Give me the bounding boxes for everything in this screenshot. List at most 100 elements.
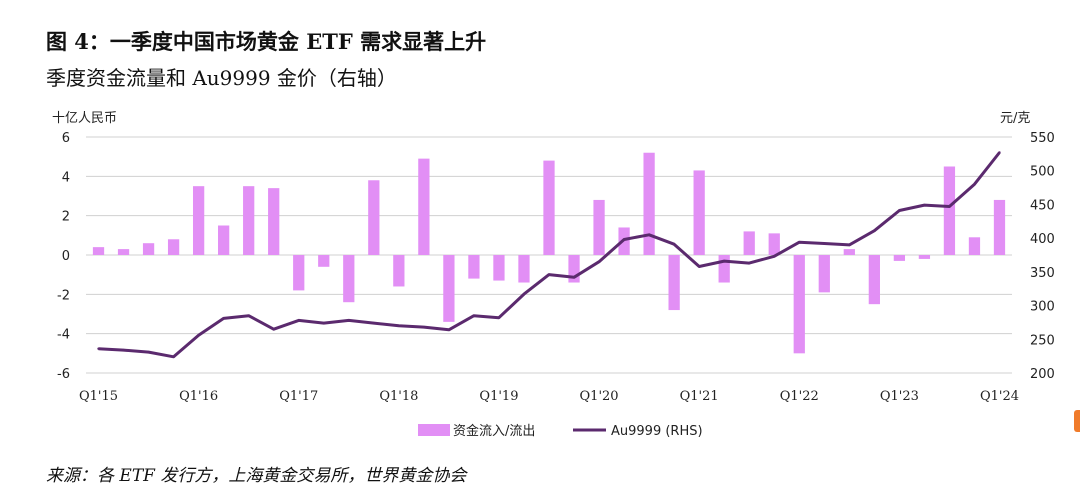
line-point-Q3'18 [447, 328, 451, 332]
x-tick-label: Q1'21 [680, 389, 719, 404]
line-point-Q3'20 [647, 233, 651, 236]
line-point-Q2'22 [823, 242, 826, 245]
y-right-tick-label: 550 [1030, 131, 1055, 146]
bar-Q3'15 [142, 243, 155, 255]
axis-ticks: 6 4 2 0 -2 -4 -6 550 500 450 400 350 300 250 200 Q1'15 Q… [57, 131, 1055, 404]
line-point-Q4'22 [873, 229, 876, 232]
x-tick-label: Q1'15 [79, 389, 118, 404]
x-tick-label: Q1'20 [580, 389, 619, 404]
x-tick-label: Q1'19 [479, 389, 518, 404]
bar-Q2'23 [918, 255, 931, 259]
bar-Q2'15 [117, 249, 130, 255]
bar-Q4'21 [768, 233, 780, 255]
bar-Q2'16 [218, 225, 230, 255]
line-point-Q1'21 [697, 265, 701, 268]
line-point-Q1'23 [898, 209, 901, 212]
y-left-tick-label: -2 [57, 288, 70, 303]
y-right-tick-label: 400 [1030, 232, 1055, 247]
line-point-Q4'23 [973, 183, 976, 186]
line-point-Q1'19 [497, 316, 501, 319]
y-right-tick-label: 300 [1030, 300, 1055, 315]
bar-Q4'19 [568, 255, 580, 283]
line-point-Q3'21 [748, 261, 751, 265]
bar-Q3'18 [443, 255, 455, 322]
bar-Q2'18 [418, 158, 430, 255]
legend: 资金流入/流出 Au9999 (RHS) [418, 423, 703, 439]
bar-Q1'20 [593, 199, 605, 255]
y-left-tick-label: 2 [62, 210, 70, 225]
line-point-Q4'15 [172, 355, 175, 359]
bar-Q1'21 [693, 170, 705, 255]
bar-Q1'17 [293, 255, 305, 291]
line-point-Q2'21 [722, 259, 726, 263]
line-point-Q3'22 [848, 243, 851, 247]
bar-Q1'23 [893, 255, 906, 261]
legend-line-label: Au9999 (RHS) [611, 424, 703, 439]
bar-Q4'20 [668, 255, 680, 311]
bar-Q3'17 [343, 255, 355, 303]
line-point-Q4'17 [372, 321, 376, 325]
bar-Q4'15 [167, 239, 180, 255]
x-tick-label: Q1'23 [880, 389, 919, 404]
line-series [97, 151, 1001, 359]
line-point-Q2'18 [422, 325, 426, 329]
legend-bar-swatch [418, 424, 450, 436]
line-point-Q1'18 [397, 324, 401, 327]
x-tick-label: Q1'17 [279, 389, 318, 404]
bar-Q1'16 [192, 186, 205, 255]
line-point-Q4'19 [572, 276, 576, 279]
bar-Q4'16 [268, 188, 280, 255]
bar-Q1'24 [993, 199, 1006, 255]
line-point-Q3'17 [347, 319, 350, 322]
line-point-Q2'19 [522, 292, 526, 296]
line-point-Q1'24 [998, 151, 1001, 154]
line-point-Q2'15 [122, 348, 125, 352]
line-point-Q3'19 [547, 273, 551, 276]
line-point-Q3'15 [147, 350, 150, 354]
line-point-Q4'20 [672, 243, 676, 246]
line-point-Q1'17 [297, 319, 300, 322]
y-right-tick-label: 200 [1030, 367, 1055, 382]
line-point-Q3'16 [247, 314, 250, 317]
y-right-tick-label: 250 [1030, 333, 1055, 348]
bar-Q2'17 [318, 255, 330, 267]
line-point-Q1'16 [197, 334, 200, 337]
figure-title: 图 4：一季度中国市场黄金 ETF 需求显著上升 [46, 29, 487, 54]
bar-Q2'22 [818, 255, 830, 293]
bar-Q4'23 [968, 237, 981, 255]
line-point-Q2'17 [322, 321, 325, 325]
bar-Q1'18 [393, 255, 405, 287]
y-left-tick-label: -6 [57, 367, 70, 382]
line-point-Q4'18 [472, 314, 476, 317]
x-tick-label: Q1'22 [780, 389, 819, 404]
source-note: 来源：各 ETF 发行方，上海黄金交易所，世界黄金协会 [46, 466, 467, 486]
y-right-tick-label: 500 [1030, 165, 1055, 180]
x-tick-label: Q1'24 [980, 389, 1019, 404]
bar-Q3'16 [243, 186, 255, 255]
bar-Q2'21 [718, 255, 730, 283]
bar-Q1'19 [493, 255, 505, 281]
line-point-Q1'22 [798, 240, 801, 244]
y-left-tick-label: -4 [57, 328, 70, 343]
bar-Q3'20 [643, 152, 655, 255]
line-point-Q2'20 [622, 238, 626, 241]
bar-Q4'17 [368, 180, 380, 255]
y-left-axis-label: 十亿人民币 [52, 111, 117, 126]
bar-Q3'19 [543, 160, 555, 255]
y-right-tick-label: 350 [1030, 266, 1055, 281]
bar-Q4'18 [468, 255, 480, 279]
line-point-Q4'21 [773, 255, 776, 258]
bar-Q3'23 [943, 166, 956, 255]
bar-Q1'22 [793, 255, 805, 354]
y-right-axis-label: 元/克 [1000, 111, 1030, 126]
bar-Q2'19 [518, 255, 530, 283]
line-point-Q1'15 [97, 347, 100, 350]
y-left-tick-label: 6 [62, 131, 70, 146]
x-tick-label: Q1'18 [379, 389, 418, 404]
bar-series [92, 152, 1006, 354]
y-left-tick-label: 0 [62, 249, 70, 264]
bar-Q4'22 [868, 255, 880, 305]
line-point-Q4'16 [272, 327, 275, 331]
legend-bar-label: 资金流入/流出 [453, 423, 535, 439]
